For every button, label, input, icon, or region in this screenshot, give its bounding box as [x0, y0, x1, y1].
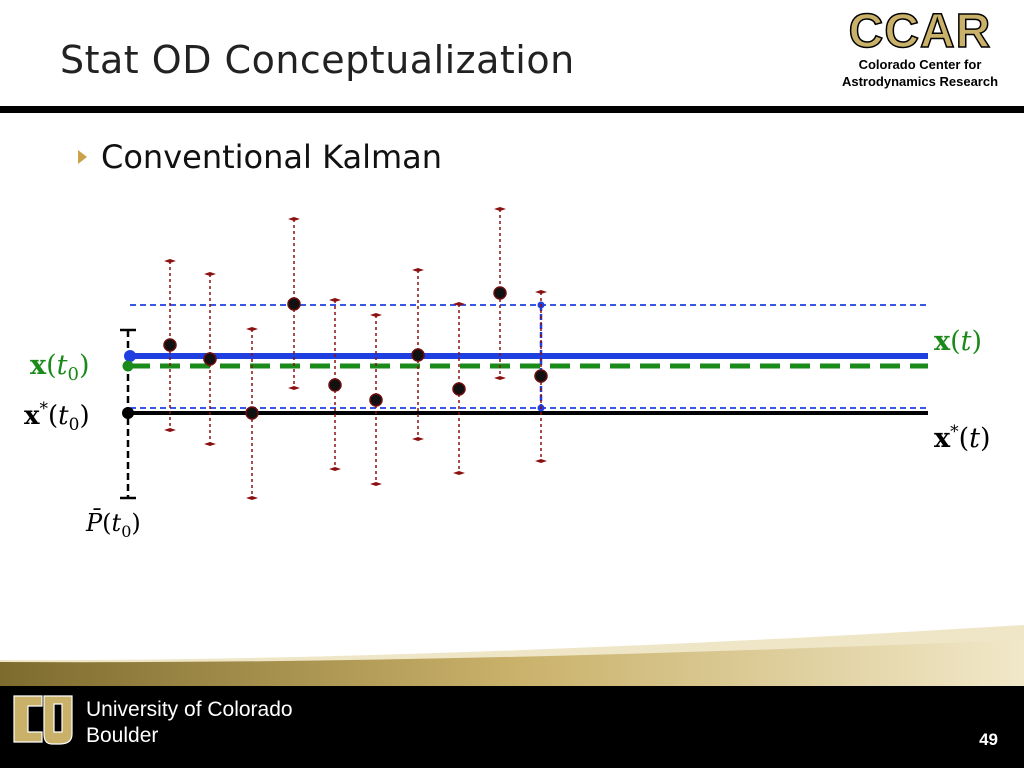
ccar-subtitle-line1: Colorado Center for	[858, 57, 982, 72]
bullet-arrow-icon	[78, 150, 87, 164]
bullet-item: Conventional Kalman	[78, 138, 442, 176]
measurement-points	[163, 286, 548, 420]
label-x-t0: x(t0)	[30, 350, 90, 385]
ccar-wordmark: CCAR	[848, 5, 992, 58]
title-divider	[0, 106, 1024, 113]
measurement-caps	[164, 207, 547, 500]
page-number: 49	[979, 730, 998, 749]
slide-title: Stat OD Conceptualization	[60, 38, 575, 82]
university-line1: University of Colorado	[86, 698, 293, 721]
label-P-t0: P̄(t0)	[85, 509, 141, 541]
label-xstar-t0: x*(t0)	[24, 399, 90, 435]
footer-swoosh	[0, 625, 1024, 690]
ccar-logo: CCAR Colorado Center for Astrodynamics R…	[820, 5, 1020, 103]
cu-logo-icon	[10, 688, 74, 748]
footer-bar	[0, 686, 1024, 768]
label-x-t: x(t)	[934, 326, 982, 357]
university-name: University of Colorado Boulder	[86, 697, 293, 749]
label-xstar-t: x*(t)	[934, 422, 991, 454]
bullet-text: Conventional Kalman	[101, 138, 443, 176]
ccar-subtitle-line2: Astrodynamics Research	[841, 74, 999, 89]
initial-covariance-bar	[120, 328, 136, 500]
university-line2: Boulder	[86, 724, 159, 747]
